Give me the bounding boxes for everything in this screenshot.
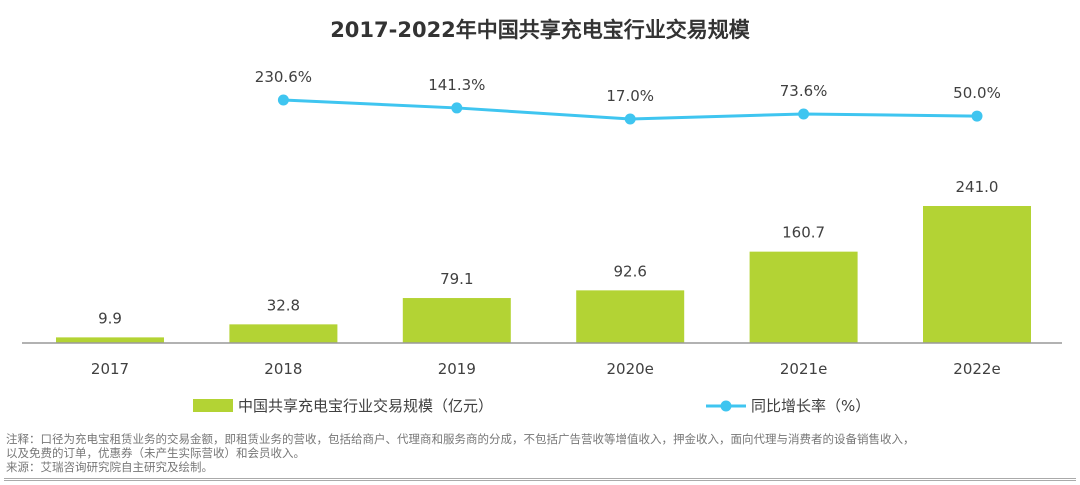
bar-2017 <box>56 337 164 343</box>
bar-label: 241.0 <box>956 178 999 196</box>
x-tick-label: 2021e <box>780 360 827 378</box>
footnote-line-1: 注释：口径为充电宝租赁业务的交易金额，即租赁业务的营收，包括给商户、代理商和服务… <box>6 432 915 446</box>
legend-bar-swatch <box>193 399 233 412</box>
bar-label: 160.7 <box>782 224 825 242</box>
legend-line-label: 同比增长率（%） <box>751 397 870 415</box>
source-note: 来源：艾瑞咨询研究院自主研究及绘制。 <box>6 460 213 474</box>
legend-line-marker <box>720 400 732 412</box>
chart: 9.9 2017 32.8 2018 79.1 2019 92.6 2020e 160.7 202… <box>22 68 1062 415</box>
legend-bar-label: 中国共享充电宝行业交易规模（亿元） <box>238 397 493 415</box>
bar-label: 92.6 <box>613 262 646 280</box>
growth-label: 17.0% <box>606 87 654 105</box>
x-tick-label: 2017 <box>91 360 129 378</box>
growth-point-2018 <box>277 94 289 106</box>
footnote-line-2: 以及免费的订单，优惠券（未产生实际营收）和会员收入。 <box>6 446 305 460</box>
growth-label: 50.0% <box>953 84 1001 102</box>
growth-label: 230.6% <box>255 68 312 86</box>
bar-2022e <box>923 206 1031 343</box>
growth-label: 73.6% <box>780 82 828 100</box>
bar-2019 <box>402 298 511 343</box>
growth-point-2019 <box>451 102 463 114</box>
chart-title: 2017-2022年中国共享充电宝行业交易规模 <box>330 18 750 42</box>
bar-label: 32.8 <box>267 296 300 314</box>
bar-label: 9.9 <box>98 309 122 327</box>
bottom-divider <box>4 478 1076 481</box>
x-tick-label: 2018 <box>264 360 302 378</box>
bar-2020e <box>576 290 685 343</box>
growth-point-2021e <box>798 108 810 120</box>
x-tick-label: 2020e <box>606 360 653 378</box>
bar-label: 79.1 <box>440 270 473 288</box>
growth-point-2020e <box>624 113 636 125</box>
bar-2018 <box>229 324 338 343</box>
x-tick-label: 2022e <box>953 360 1000 378</box>
growth-label: 141.3% <box>428 76 485 94</box>
growth-point-2022e <box>971 110 983 122</box>
bar-2021e <box>749 251 858 343</box>
x-tick-label: 2019 <box>438 360 476 378</box>
